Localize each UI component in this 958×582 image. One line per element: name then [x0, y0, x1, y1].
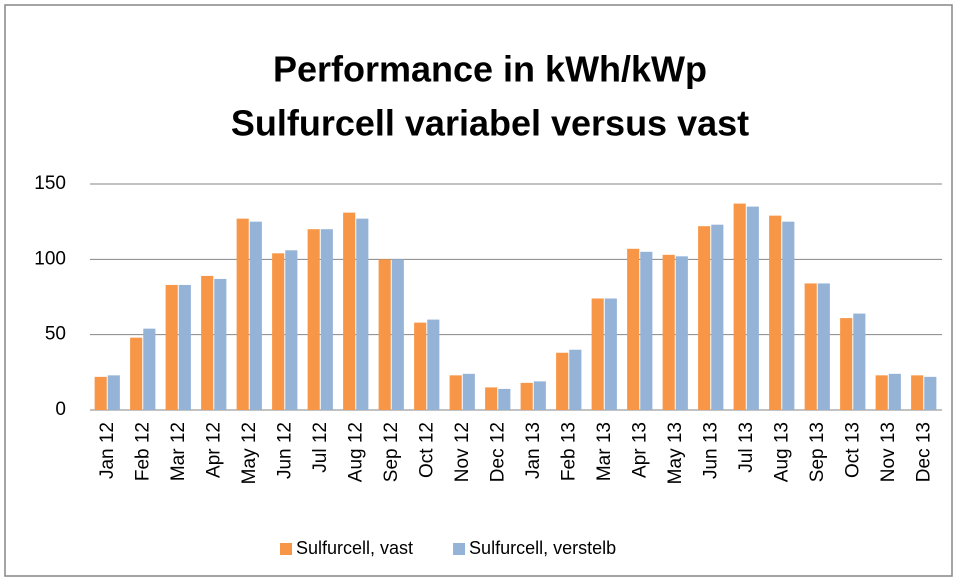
bar	[236, 218, 249, 410]
bar	[485, 387, 498, 410]
bar	[817, 283, 830, 410]
y-tick-label: 150	[34, 173, 66, 194]
x-tick-label: Apr 12	[203, 422, 224, 478]
bar	[533, 381, 546, 410]
x-tick-label: Jun 13	[700, 422, 721, 479]
bar	[356, 218, 369, 410]
bar	[640, 251, 653, 410]
x-tick-label: Feb 12	[132, 422, 153, 481]
x-tick-label: Jul 12	[310, 422, 331, 473]
bar	[427, 319, 440, 410]
x-tick-label: Oct 13	[842, 422, 863, 478]
x-tick-label: Jul 13	[736, 422, 757, 473]
bar	[698, 226, 711, 410]
x-tick-label: May 12	[239, 422, 260, 484]
x-tick-label: Apr 13	[629, 422, 650, 478]
bar	[107, 375, 120, 410]
y-tick-label: 100	[34, 248, 66, 269]
bar	[627, 248, 640, 410]
bar	[840, 318, 853, 410]
bar	[746, 206, 759, 410]
bar	[285, 250, 298, 410]
bar	[733, 203, 746, 410]
bar	[462, 373, 475, 410]
bar	[378, 259, 391, 410]
x-tick-label: Dec 12	[487, 422, 508, 482]
x-tick-label: May 13	[665, 422, 686, 484]
bar	[320, 229, 333, 410]
bar	[143, 328, 156, 410]
x-tick-label: Aug 12	[345, 422, 366, 482]
x-tick-label: Feb 13	[558, 422, 579, 481]
bar	[520, 382, 533, 410]
x-tick-label: Aug 13	[771, 422, 792, 482]
bar	[130, 337, 143, 410]
bar	[391, 259, 404, 410]
bar	[888, 373, 901, 410]
x-tick-label: Mar 13	[594, 422, 615, 481]
bar	[911, 375, 924, 410]
x-tick-label: Jan 12	[97, 422, 118, 479]
bar	[556, 352, 569, 410]
bar	[711, 224, 724, 410]
legend-label: Sulfurcell, verstelb	[469, 538, 616, 558]
bar	[569, 349, 582, 410]
x-tick-label: Nov 13	[878, 422, 899, 482]
bar	[853, 313, 866, 410]
bar	[272, 253, 285, 410]
bar	[591, 298, 604, 410]
x-tick-label: Sep 12	[381, 422, 402, 482]
bar	[769, 215, 782, 410]
x-tick-label: Mar 12	[168, 422, 189, 481]
bar	[414, 322, 427, 410]
x-tick-label: Sep 13	[807, 422, 828, 482]
bar	[214, 278, 227, 410]
x-tick-label: Nov 12	[452, 422, 473, 482]
bar	[498, 388, 511, 410]
bar	[662, 254, 675, 410]
chart-subtitle: Sulfurcell variabel versus vast	[231, 103, 749, 144]
bar	[604, 298, 617, 410]
bar	[804, 283, 817, 410]
bar	[165, 284, 178, 410]
bar	[782, 221, 795, 410]
chart-title: Performance in kWh/kWp	[273, 49, 707, 90]
bar	[307, 229, 320, 410]
x-tick-label: Dec 13	[913, 422, 934, 482]
bar	[249, 221, 262, 410]
bar	[343, 212, 356, 410]
legend-swatch	[453, 543, 466, 555]
x-tick-label: Jan 13	[523, 422, 544, 479]
legend-swatch	[280, 543, 292, 555]
bar	[924, 376, 937, 410]
x-tick-label: Oct 12	[416, 422, 437, 478]
y-tick-label: 0	[55, 399, 66, 420]
y-tick-label: 50	[45, 324, 66, 345]
legend-label: Sulfurcell, vast	[296, 538, 413, 558]
bar	[875, 375, 888, 410]
bar	[178, 284, 191, 410]
bar	[201, 275, 214, 410]
bar	[449, 375, 462, 410]
bar	[675, 256, 688, 410]
x-tick-label: Jun 12	[274, 422, 295, 479]
bar	[94, 376, 107, 410]
